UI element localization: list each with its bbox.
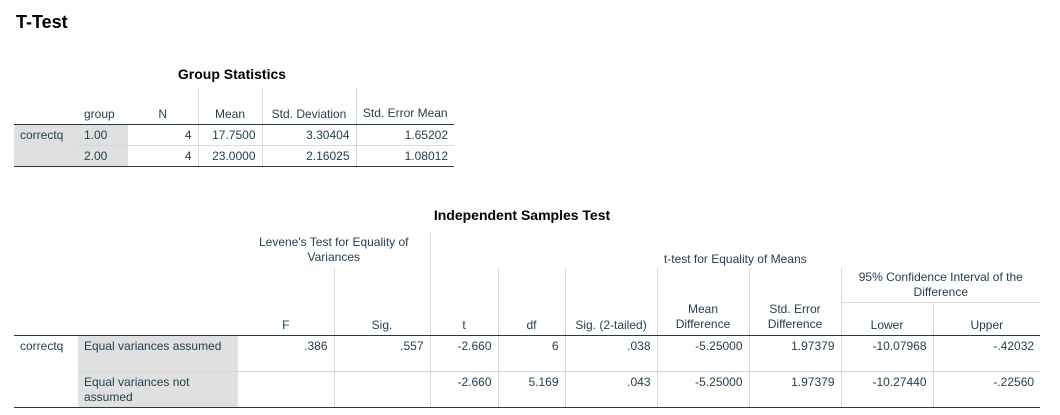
- gs-row-mean: 23.0000: [197, 145, 262, 167]
- ist-row-t: -2.660: [429, 371, 499, 408]
- gs-header-std-err: Std. Error Mean: [355, 88, 454, 125]
- ist-header-sig2-spacer: [564, 268, 658, 302]
- ist-header-md-spacer: [656, 268, 750, 302]
- table-row: correctq 1.00 4 17.7500 3.30404 1.65202: [14, 124, 454, 167]
- gs-row-group: 2.00: [78, 145, 128, 167]
- ist-row-se-diff: 1.97379: [748, 335, 842, 372]
- ist-row-df: 6: [497, 335, 566, 372]
- ist-row-df: 5.169: [497, 371, 566, 408]
- ist-header-upper: Upper: [932, 302, 1041, 336]
- ist-row-lower: -10.27440: [840, 371, 934, 408]
- ist-header-df: df: [497, 302, 566, 336]
- ist-header-levene: Levene's Test for Equality of Variances: [259, 235, 409, 264]
- ist-row-label: Equal variances not assumed: [78, 371, 238, 408]
- ist-row-upper: -.42032: [932, 335, 1041, 372]
- gs-header-corner: [14, 88, 78, 125]
- group-statistics-table: group N Mean Std. Deviation Std. Error M…: [14, 88, 454, 167]
- gs-header-group: group: [78, 88, 128, 125]
- gs-row-n: 4: [128, 124, 198, 146]
- gs-header-std-dev: Std. Deviation: [261, 88, 356, 125]
- ist-row-sig: [333, 371, 431, 408]
- ist-header-df-spacer: [497, 268, 566, 302]
- gs-variable-label: correctq: [14, 124, 78, 167]
- ist-header-sig: Sig.: [333, 302, 431, 336]
- ist-row-mean-diff: -5.25000: [656, 371, 750, 408]
- ist-header-mean-diff: Mean Difference: [656, 302, 750, 336]
- table-row: correctq Equal variances assumed .386 .5…: [14, 335, 1041, 408]
- ist-row-sig2: .038: [564, 335, 658, 372]
- ist-row-sig2: .043: [564, 371, 658, 408]
- ist-header-se-diff: Std. Error Difference: [748, 302, 842, 336]
- ist-row-label: Equal variances assumed: [78, 335, 238, 372]
- ist-header-sig-spacer: [333, 268, 431, 302]
- gs-row-group: 1.00: [78, 124, 128, 146]
- ist-header-f: F: [238, 302, 334, 336]
- ist-row-mean-diff: -5.25000: [656, 335, 750, 372]
- gs-row-std-err: 1.08012: [355, 145, 454, 167]
- ist-header-ci: 95% Confidence Interval of the Differenc…: [840, 268, 1041, 303]
- table-row: Equal variances not assumed -2.660 5.169…: [14, 371, 1041, 408]
- ist-header-ttest: t-test for Equality of Means: [429, 232, 1041, 268]
- ist-header-f-spacer: [238, 268, 334, 302]
- gs-row-std-dev: 3.30404: [261, 124, 356, 146]
- independent-samples-table: Levene's Test for Equality of Variances …: [14, 232, 1041, 408]
- ist-header-lower: Lower: [840, 302, 934, 336]
- ist-row-t: -2.660: [429, 335, 499, 372]
- ist-row-f: [238, 371, 334, 408]
- ist-header-t: t: [429, 302, 499, 336]
- gs-row-n: 4: [128, 145, 198, 167]
- gs-header-n: N: [128, 88, 198, 125]
- ist-row-sig: .557: [333, 335, 431, 372]
- gs-row-mean: 17.7500: [197, 124, 262, 146]
- ist-row-f: .386: [238, 335, 334, 372]
- page-title: T-Test: [16, 12, 68, 32]
- group-statistics-caption: Group Statistics: [177, 66, 287, 82]
- ist-row-se-diff: 1.97379: [748, 371, 842, 408]
- ist-row-lower: -10.07968: [840, 335, 934, 372]
- ist-header-sig2: Sig. (2-tailed): [564, 302, 658, 336]
- ist-row-upper: -.22560: [932, 371, 1041, 408]
- table-row: 2.00 4 23.0000 2.16025 1.08012: [14, 145, 454, 167]
- independent-samples-caption: Independent Samples Test: [433, 207, 611, 223]
- ist-variable-label: correctq: [14, 335, 78, 408]
- ist-header-t-spacer: [429, 268, 499, 302]
- gs-row-std-dev: 2.16025: [261, 145, 356, 167]
- ist-header-se-spacer: [748, 268, 842, 302]
- gs-row-std-err: 1.65202: [355, 124, 454, 146]
- gs-header-mean: Mean: [197, 88, 262, 125]
- ist-header-corner: [14, 232, 238, 336]
